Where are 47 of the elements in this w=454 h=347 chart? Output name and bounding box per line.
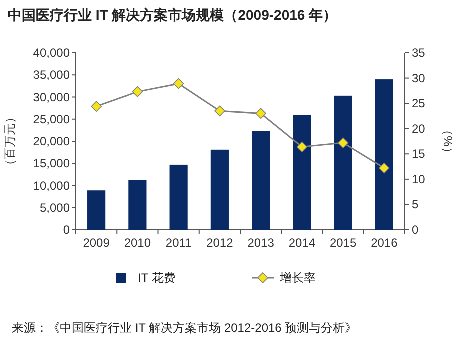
bar <box>252 131 270 230</box>
y2-tick-label: 30 <box>412 71 426 86</box>
y-tick-label: 10,000 <box>33 178 70 193</box>
x-tick-label: 2011 <box>166 236 192 250</box>
y2-tick-label: 35 <box>412 46 426 60</box>
x-tick-label: 2016 <box>371 236 398 250</box>
y-tick-label: 5,000 <box>40 200 70 215</box>
y2-tick-label: 10 <box>412 172 426 186</box>
y-tick-label: 0 <box>63 223 70 237</box>
y-tick-label: 25,000 <box>33 112 70 126</box>
bar <box>334 96 352 230</box>
y-axis-title: （百万元） <box>3 112 17 172</box>
bar <box>210 150 229 230</box>
point <box>173 78 184 90</box>
y-tick-label: 35,000 <box>33 68 70 82</box>
bar <box>128 180 147 230</box>
y2-tick-label: 25 <box>412 96 426 111</box>
y2-tick-label: 20 <box>412 122 426 136</box>
source-note: 来源：《中国医疗行业 IT 解决方案市场 2012-2016 预测与分析》 <box>12 321 358 335</box>
x-tick-label: 2013 <box>248 236 275 250</box>
y-tick-label: 20,000 <box>33 134 70 148</box>
x-tick-label: 2014 <box>288 236 316 250</box>
y-tick-label: 40,000 <box>33 46 70 60</box>
x-tick-label: 2010 <box>124 236 152 250</box>
x-tick-label: 2012 <box>206 236 234 250</box>
bar <box>88 190 106 230</box>
point <box>338 138 349 148</box>
bar <box>170 164 188 230</box>
y2-tick-label: 5 <box>412 198 419 212</box>
point <box>214 106 226 117</box>
x-tick-label: 2009 <box>83 236 110 250</box>
point <box>379 162 390 174</box>
point <box>132 86 144 98</box>
y-tick-label: 15,000 <box>33 156 70 171</box>
y-tick-label: 30,000 <box>33 90 70 104</box>
bar <box>375 80 394 230</box>
legend-label: IT 花费 <box>138 271 176 285</box>
point <box>256 108 266 120</box>
x-tick-label: 2015 <box>330 236 357 250</box>
y2-axis-title: （%） <box>441 124 454 159</box>
y2-tick-label: 0 <box>412 223 419 237</box>
point <box>296 142 308 152</box>
y2-tick-label: 15 <box>412 147 426 162</box>
bar <box>293 115 312 230</box>
point <box>91 101 102 112</box>
chart-title: 中国医疗行业 IT 解决方案市场规模（2009-2016 年） <box>8 7 338 23</box>
legend-label: 增长率 <box>279 271 316 285</box>
